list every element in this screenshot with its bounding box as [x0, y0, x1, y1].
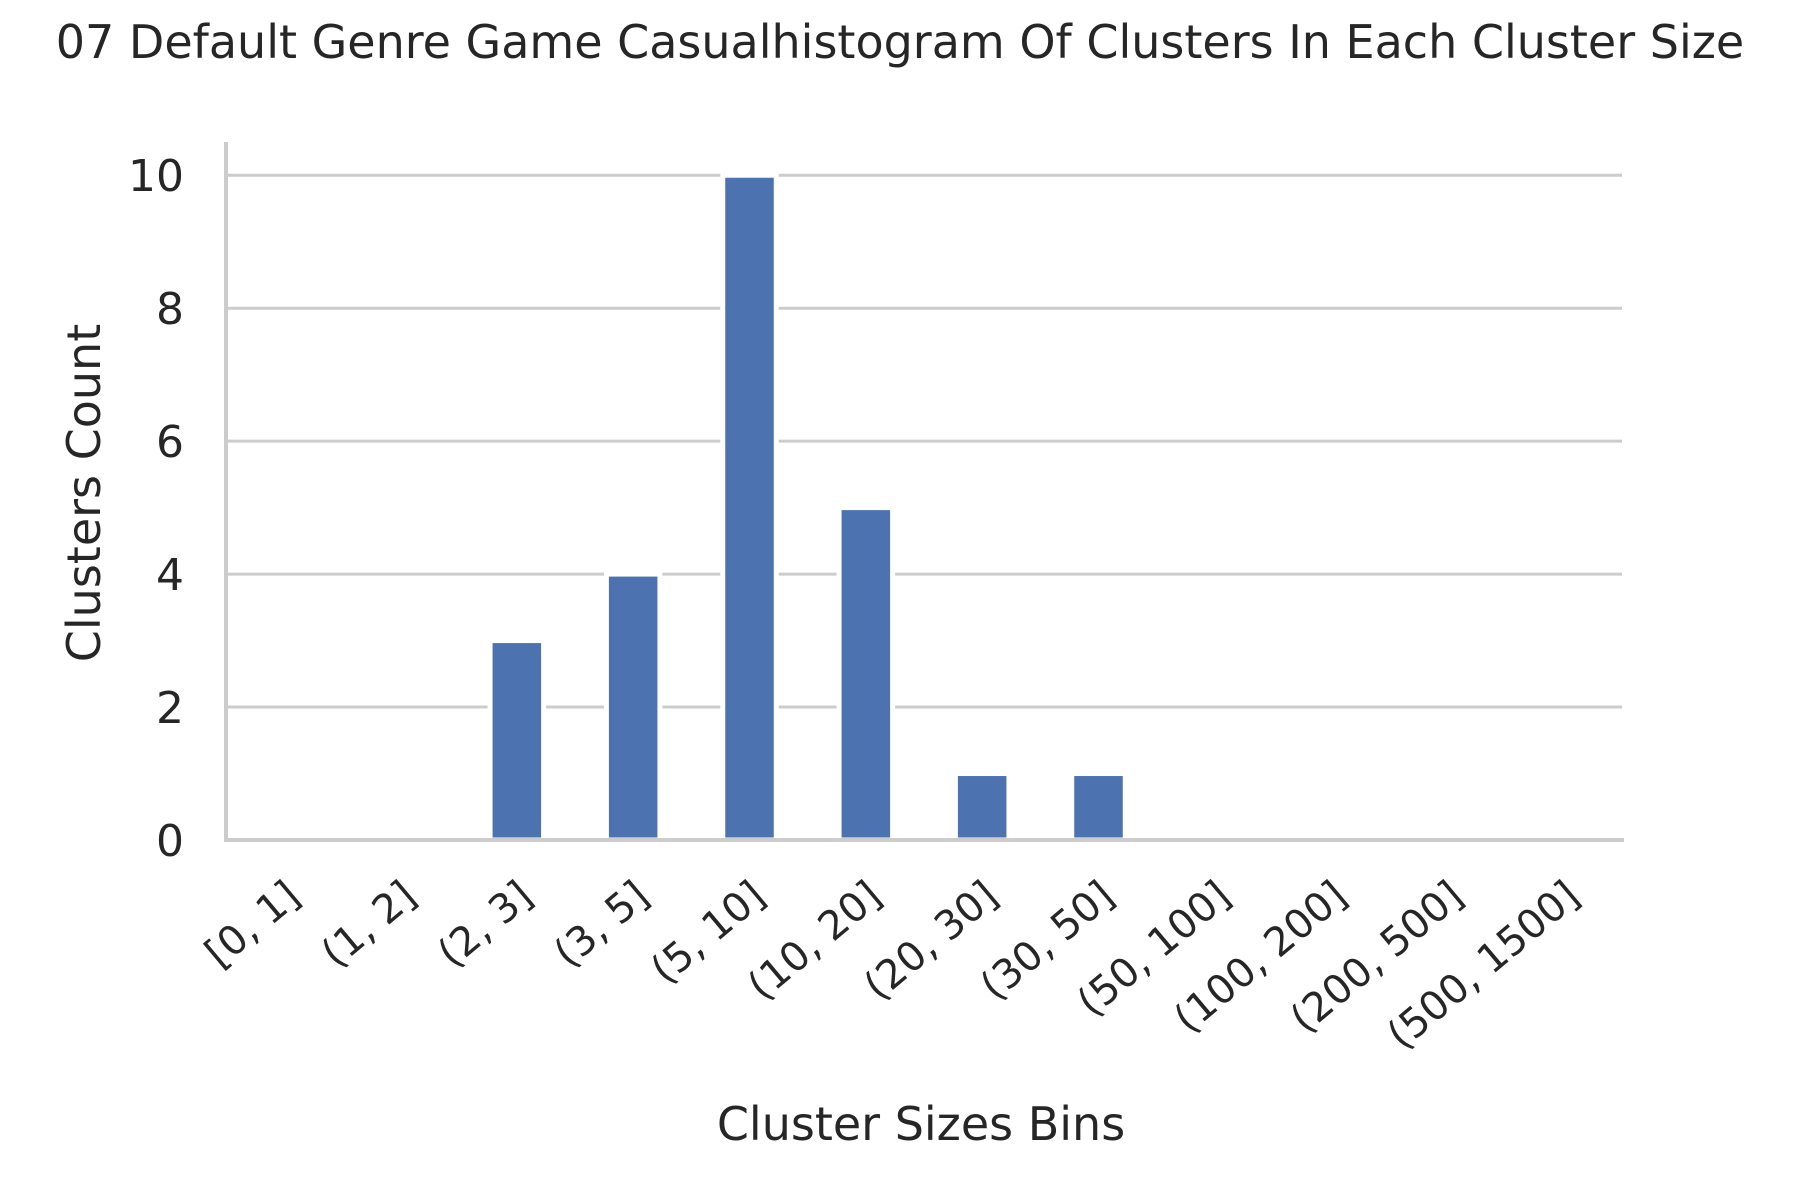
bar	[720, 172, 779, 843]
chart-title: 07 Default Genre Game Casualhistogram Of…	[56, 15, 1744, 69]
x-tick-label: (2, 3]	[429, 872, 541, 976]
y-tick-label: 6	[156, 417, 184, 468]
y-tick-labels: 0 2 4 6 8 10	[128, 151, 184, 867]
y-tick-label: 4	[156, 550, 184, 601]
bar	[836, 505, 896, 843]
x-tick-label: (3, 5]	[546, 872, 658, 976]
y-axis-label: Clusters Count	[57, 324, 111, 662]
y-tick-label: 0	[156, 816, 184, 867]
x-axis-label: Cluster Sizes Bins	[717, 1097, 1125, 1151]
x-tick-label: [0, 1]	[197, 872, 309, 976]
bar	[1069, 771, 1128, 843]
bar	[603, 571, 663, 843]
x-tick-labels: [0, 1] (1, 2] (2, 3] (3, 5](5, 10](10, 20](…	[197, 872, 1589, 1058]
y-tick-label: 2	[156, 683, 184, 734]
bar	[487, 638, 547, 843]
bar	[952, 771, 1012, 843]
y-tick-label: 10	[128, 151, 184, 202]
x-tick-label: (1, 2]	[313, 872, 425, 976]
y-tick-label: 8	[156, 284, 184, 335]
grid-lines	[226, 173, 1622, 709]
bars	[487, 172, 1128, 843]
axes	[224, 142, 1624, 842]
